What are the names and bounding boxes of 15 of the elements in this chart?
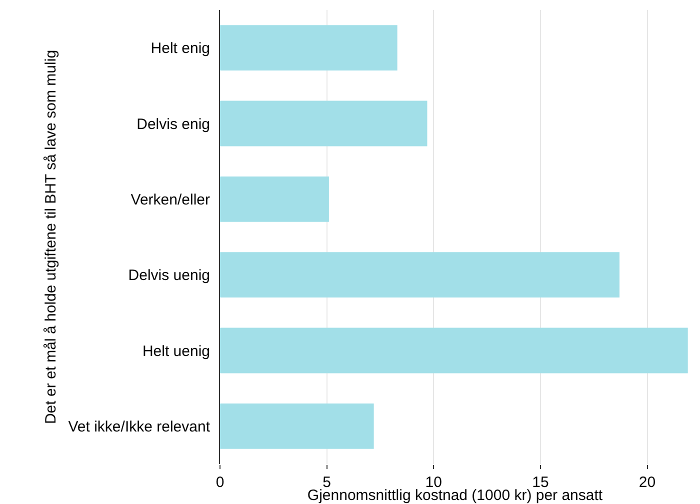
x-tick-label: 0: [216, 474, 224, 491]
y-tick-label: Verken/eller: [130, 191, 210, 208]
bar: [220, 100, 428, 146]
bar: [220, 328, 688, 374]
y-axis-title: Det er et mål å holde utgiftene til BHT så lave som mulig: [42, 50, 60, 424]
bar: [220, 176, 329, 222]
y-tick-label: Vet ikke/Ikke relevant: [68, 418, 211, 436]
bar: [220, 403, 374, 449]
y-tick-label: Helt uenig: [142, 342, 210, 360]
bar: [220, 252, 620, 298]
y-tick-label: Delvis enig: [136, 116, 210, 133]
y-tick-label: Helt enig: [150, 40, 210, 58]
bar: [220, 25, 398, 71]
y-tick-label: Delvis uenig: [128, 267, 210, 284]
x-tick-label: 20: [638, 474, 656, 491]
